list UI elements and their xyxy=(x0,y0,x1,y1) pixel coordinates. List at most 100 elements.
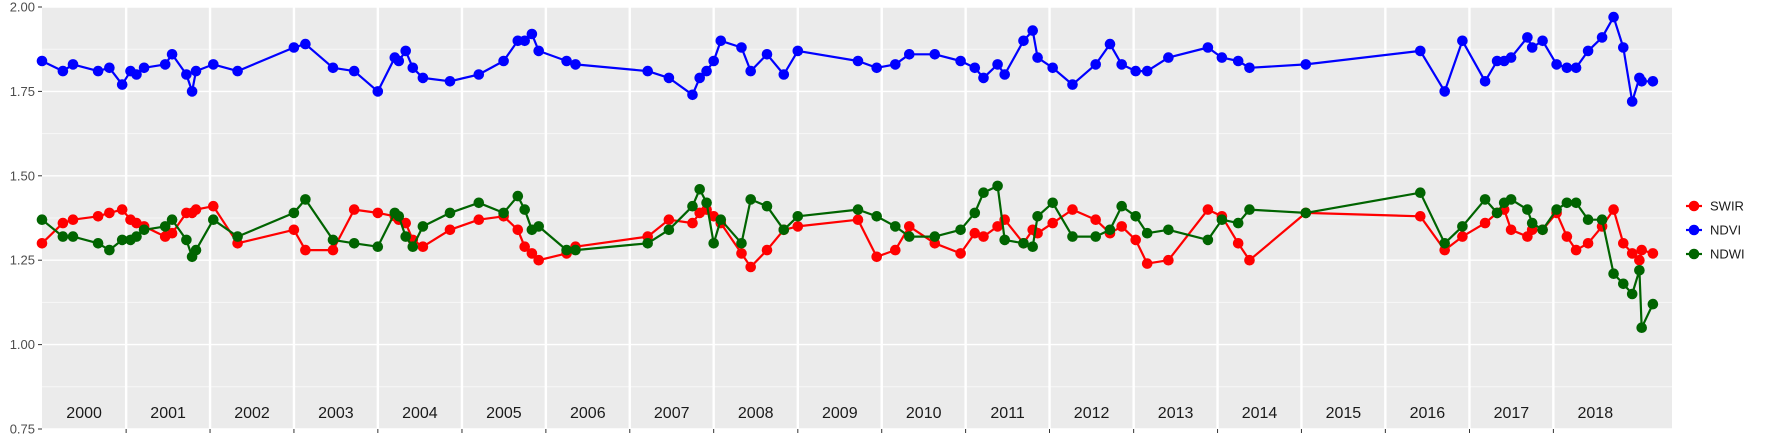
data-point-swir xyxy=(687,217,698,229)
data-point-swir xyxy=(1626,248,1638,259)
data-point-ndvi xyxy=(890,59,901,70)
data-point-swir xyxy=(1130,234,1141,246)
data-point-ndwi xyxy=(1608,268,1619,280)
data-point-ndwi xyxy=(1561,197,1573,209)
data-point-swir xyxy=(1505,224,1517,236)
data-point-ndvi xyxy=(663,72,675,84)
data-point-ndwi xyxy=(519,204,530,215)
data-point-swir xyxy=(1582,238,1594,249)
data-point-ndvi xyxy=(1582,45,1594,57)
data-point-ndvi xyxy=(745,65,756,77)
data-point-ndwi xyxy=(104,244,115,256)
data-point-swir xyxy=(444,224,456,236)
data-point-ndvi xyxy=(417,72,429,84)
data-point-ndvi xyxy=(104,62,115,74)
data-point-ndvi xyxy=(1439,86,1450,97)
y-tick-label: 1.25 xyxy=(10,253,35,268)
data-point-ndwi xyxy=(57,231,69,242)
data-point-swir xyxy=(1202,204,1214,215)
data-point-swir xyxy=(526,248,538,259)
data-point-ndvi xyxy=(570,59,581,70)
data-point-ndvi xyxy=(708,55,719,67)
data-point-ndvi xyxy=(1141,65,1153,77)
data-point-ndvi xyxy=(181,69,192,80)
data-point-ndwi xyxy=(642,238,653,249)
legend-label: NDWI xyxy=(1710,247,1745,262)
data-point-ndwi xyxy=(687,200,698,212)
data-point-ndwi xyxy=(498,207,509,219)
data-point-ndvi xyxy=(1636,76,1647,87)
data-point-ndwi xyxy=(116,234,128,246)
data-point-ndwi xyxy=(969,207,981,219)
data-point-ndwi xyxy=(208,214,219,225)
data-point-ndwi xyxy=(1647,298,1659,310)
data-point-swir xyxy=(288,224,300,236)
year-label: 2003 xyxy=(318,405,354,422)
data-point-ndwi xyxy=(1537,224,1548,236)
data-point-swir xyxy=(67,214,79,225)
data-point-ndwi xyxy=(1522,204,1533,215)
data-point-ndvi xyxy=(1561,62,1573,74)
data-point-swir xyxy=(1232,238,1244,249)
data-point-swir xyxy=(36,238,48,249)
data-point-ndvi xyxy=(288,42,300,53)
data-point-ndvi xyxy=(131,69,142,80)
data-point-ndvi xyxy=(1067,79,1078,90)
data-point-ndvi xyxy=(232,65,243,77)
data-point-ndvi xyxy=(999,69,1010,80)
data-point-ndwi xyxy=(67,231,79,242)
data-point-ndwi xyxy=(1596,214,1608,225)
data-point-ndwi xyxy=(1232,217,1244,229)
data-point-swir xyxy=(1457,231,1468,242)
data-point-ndvi xyxy=(1608,11,1619,23)
data-point-ndvi xyxy=(969,62,981,74)
data-point-ndvi xyxy=(1647,76,1659,87)
data-point-ndwi xyxy=(533,221,544,232)
data-point-swir xyxy=(890,244,901,256)
data-point-ndwi xyxy=(1582,214,1594,225)
data-point-swir xyxy=(904,221,915,232)
data-point-ndwi xyxy=(778,224,790,236)
data-point-ndwi xyxy=(570,244,581,256)
year-label: 2012 xyxy=(1074,405,1110,422)
year-label: 2009 xyxy=(822,405,858,422)
data-point-ndvi xyxy=(992,59,1003,70)
data-point-swir xyxy=(1618,238,1629,249)
data-point-swir xyxy=(519,241,530,252)
data-point-ndvi xyxy=(1232,55,1244,67)
data-point-swir xyxy=(300,244,311,256)
data-point-ndvi xyxy=(166,49,178,60)
data-point-ndvi xyxy=(1626,96,1638,107)
data-point-ndvi xyxy=(1018,35,1029,47)
data-point-ndvi xyxy=(348,65,360,77)
data-point-ndwi xyxy=(715,214,727,225)
data-point-ndwi xyxy=(473,197,485,209)
data-point-swir xyxy=(372,207,384,219)
legend-key-point xyxy=(1688,224,1700,236)
year-label: 2004 xyxy=(402,405,438,422)
data-point-ndwi xyxy=(1300,207,1312,219)
data-point-ndvi xyxy=(1032,52,1043,63)
year-label: 2000 xyxy=(66,405,102,422)
data-point-ndwi xyxy=(1626,288,1638,300)
data-point-ndwi xyxy=(694,184,705,195)
data-point-ndvi xyxy=(67,59,79,70)
data-point-ndwi xyxy=(407,241,419,252)
data-point-ndvi xyxy=(736,42,747,53)
data-point-ndvi xyxy=(116,79,128,90)
data-point-ndwi xyxy=(1505,194,1517,205)
year-label: 2017 xyxy=(1494,405,1530,422)
data-point-ndvi xyxy=(1130,65,1141,77)
data-point-ndwi xyxy=(348,238,360,249)
data-point-ndwi xyxy=(1047,197,1058,209)
data-point-ndwi xyxy=(1634,265,1645,276)
legend-label: NDVI xyxy=(1710,223,1741,238)
data-point-ndwi xyxy=(1104,224,1116,236)
data-point-ndvi xyxy=(1090,59,1101,70)
data-point-swir xyxy=(978,231,989,242)
data-point-ndwi xyxy=(1216,214,1228,225)
data-point-swir xyxy=(1634,254,1645,266)
data-point-ndvi xyxy=(407,62,419,74)
data-point-ndvi xyxy=(1300,59,1312,70)
